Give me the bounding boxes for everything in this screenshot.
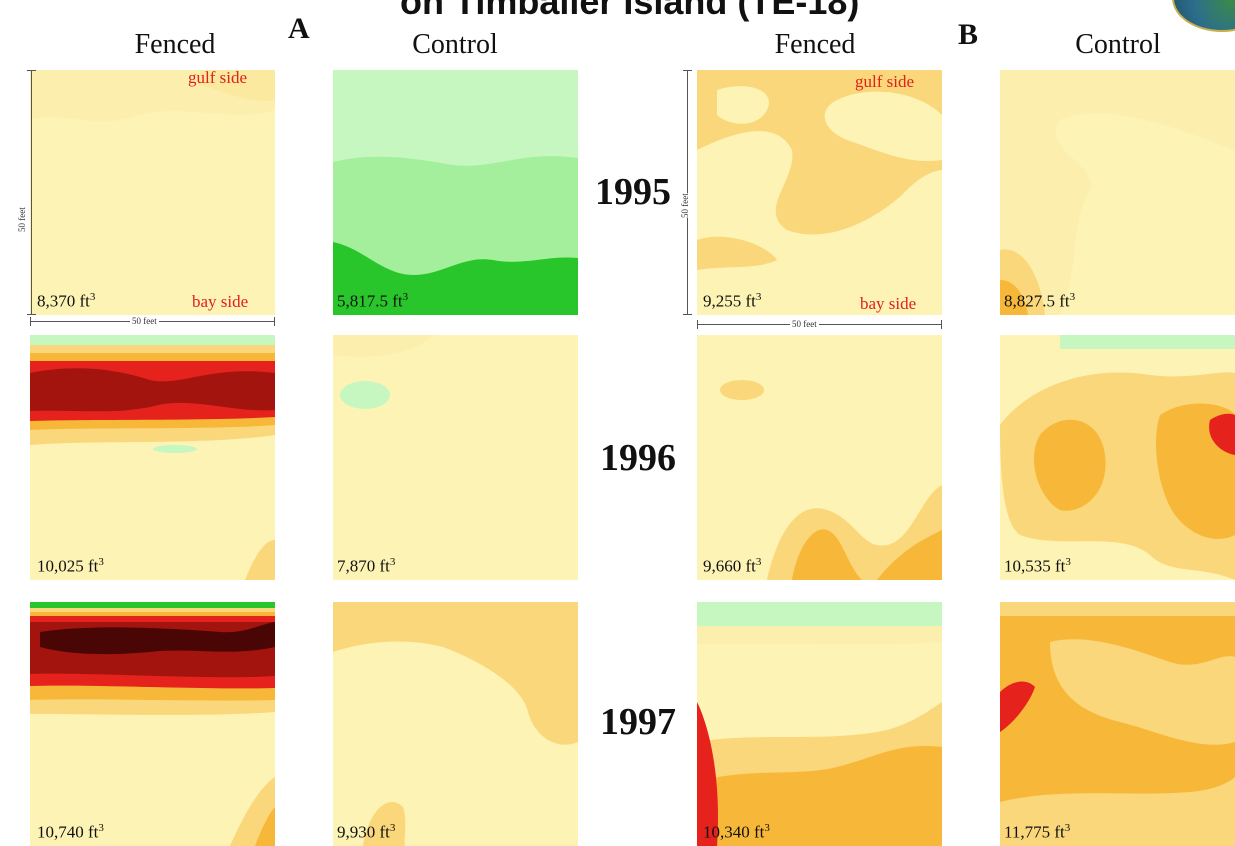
volume-a-fenced-1997: 10,740 ft3: [37, 822, 104, 842]
figure-title: on Timbalier Island (TE-18): [400, 0, 860, 22]
bay-side-label-a: bay side: [192, 292, 249, 311]
contour-map-b-control-1997: [1000, 602, 1235, 846]
header-b-control: Control: [1075, 29, 1161, 60]
bay-side-label-b: bay side: [860, 294, 917, 313]
height-scale-bar-a: [27, 70, 36, 315]
group-letter-a: A: [288, 12, 310, 45]
volume-b-fenced-1996: 9,660 ft3: [703, 556, 762, 576]
volume-a-fenced-1996: 10,025 ft3: [37, 556, 104, 576]
contour-map-a-control-1995: [333, 70, 578, 315]
contour-map-a-fenced-1996: [30, 335, 275, 580]
contour-map-a-fenced-1995: [30, 70, 275, 315]
volume-a-fenced-1995: 8,370 ft3: [37, 291, 96, 311]
header-b-fenced: Fenced: [774, 29, 856, 60]
height-scale-label-b: 50 feet: [680, 193, 690, 218]
gulf-side-label-a: gulf side: [188, 68, 248, 87]
volume-a-control-1997: 9,930 ft3: [337, 822, 396, 842]
width-scale-bar-b: [697, 320, 942, 329]
volume-b-fenced-1995: 9,255 ft3: [703, 291, 762, 311]
header-a-fenced: Fenced: [134, 29, 216, 60]
volume-b-control-1996: 10,535 ft3: [1004, 556, 1071, 576]
volume-b-fenced-1997: 10,340 ft3: [703, 822, 770, 842]
contour-map-a-control-1997: [333, 602, 578, 846]
volume-a-control-1995: 5,817.5 ft3: [337, 291, 409, 311]
gulf-side-label-b: gulf side: [855, 72, 915, 91]
agency-logo: [1172, 0, 1235, 32]
group-letter-b: B: [958, 18, 979, 51]
height-scale-bar-b: [683, 70, 692, 315]
height-scale-label-a: 50 feet: [17, 207, 27, 232]
width-scale-label-b: 50 feet: [790, 319, 819, 329]
contour-map-b-fenced-1995: [697, 70, 942, 315]
year-label-1995: 1995: [595, 171, 671, 213]
contour-map-b-control-1995: [1000, 70, 1235, 315]
header-a-control: Control: [412, 29, 498, 60]
year-label-1997: 1997: [600, 701, 676, 743]
contour-map-a-control-1996: [333, 335, 578, 580]
volume-b-control-1995: 8,827.5 ft3: [1004, 291, 1076, 311]
width-scale-label-a: 50 feet: [130, 316, 159, 326]
contour-map-b-fenced-1997: [697, 602, 942, 846]
contour-map-b-fenced-1996: [697, 335, 942, 580]
volume-b-control-1997: 11,775 ft3: [1004, 822, 1071, 842]
volume-a-control-1996: 7,870 ft3: [337, 556, 396, 576]
year-label-1996: 1996: [600, 437, 676, 479]
contour-map-a-fenced-1997: [30, 602, 275, 846]
contour-map-b-control-1996: [1000, 335, 1235, 580]
